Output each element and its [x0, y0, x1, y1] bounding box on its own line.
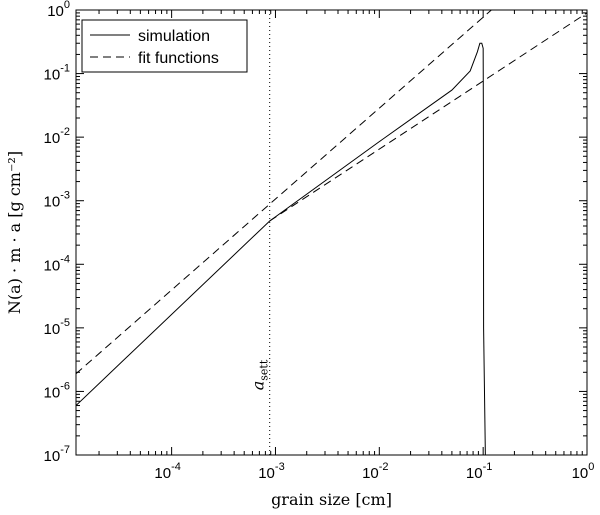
x-tick-label: 100	[572, 461, 595, 482]
x-tick-label-exponent: 0	[588, 461, 594, 473]
series-fit-functions-segment-0	[76, 10, 492, 375]
plot-frame	[75, 9, 588, 456]
y-tick-label: 10-7	[44, 444, 70, 465]
y-tick-label: 10-4	[44, 253, 70, 274]
x-tick-label: 10-1	[466, 461, 492, 482]
y-tick-label-base: 10	[47, 3, 64, 20]
y-tick-label: 10-5	[44, 317, 70, 338]
a-sett-annotation-base: a	[249, 381, 268, 391]
tick-marks	[76, 10, 587, 456]
x-tick-label: 10-4	[154, 461, 180, 482]
x-tick-label-base: 10	[362, 465, 379, 482]
y-tick-label-base: 10	[44, 194, 61, 211]
y-tick-label: 100	[47, 0, 70, 20]
y-tick-label: 10-1	[44, 63, 70, 84]
x-tick-label-base: 10	[258, 465, 275, 482]
x-axis-label: grain size [cm]	[271, 490, 392, 509]
y-tick-label-base: 10	[44, 384, 61, 401]
x-tick-label-exponent: -1	[483, 461, 493, 473]
x-tick-label: 10-2	[362, 461, 388, 482]
x-tick-label-exponent: -2	[379, 461, 389, 473]
y-axis-label: N(a) · m · a [g cm⁻²]	[5, 151, 24, 314]
y-tick-label-exponent: -2	[60, 126, 70, 138]
y-tick-label-exponent: -5	[60, 317, 70, 329]
x-tick-label-exponent: -4	[171, 461, 181, 473]
x-tick-label-base: 10	[466, 465, 483, 482]
a-sett-annotation-subscript: sett	[258, 359, 271, 381]
x-tick-label: 10-3	[258, 461, 284, 482]
y-tick-label-exponent: -6	[60, 380, 70, 392]
x-tick-label-base: 10	[154, 465, 171, 482]
y-tick-label-exponent: -1	[60, 63, 70, 75]
legend: simulation fit functions	[81, 19, 248, 73]
a-sett-annotation: asett	[249, 359, 271, 390]
plot-area	[76, 10, 587, 455]
y-tick-label: 10-2	[44, 126, 70, 147]
x-tick-label-exponent: -3	[275, 461, 285, 473]
y-tick-label-base: 10	[44, 257, 61, 274]
y-tick-label-exponent: 0	[64, 0, 70, 11]
y-tick-label-base: 10	[44, 67, 61, 84]
legend-label-simulation: simulation	[138, 28, 210, 45]
y-tick-label: 10-3	[44, 190, 70, 211]
legend-label-fit-functions: fit functions	[138, 50, 219, 67]
y-tick-label-base: 10	[44, 130, 61, 147]
y-tick-label-exponent: -3	[60, 190, 70, 202]
y-tick-label-base: 10	[44, 448, 61, 465]
y-tick-label-exponent: -4	[60, 253, 70, 265]
tick-labels: 10-4 10-3 10-2 10-1 10010-710-610-510-410-31…	[44, 0, 595, 482]
x-tick-label-base: 10	[572, 465, 589, 482]
y-tick-label: 10-6	[44, 380, 70, 401]
series-fit-functions-segment-1	[269, 12, 587, 222]
series-simulation	[76, 42, 486, 455]
legend-box	[81, 19, 248, 73]
y-tick-label-base: 10	[44, 321, 61, 338]
y-tick-label-exponent: -7	[60, 444, 70, 456]
